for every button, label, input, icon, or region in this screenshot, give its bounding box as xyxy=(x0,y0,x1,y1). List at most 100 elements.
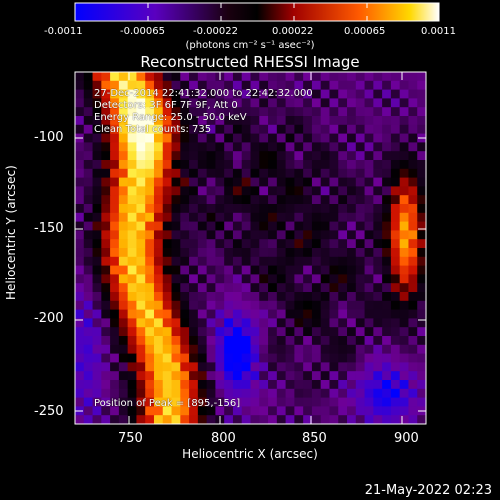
heatmap-pixel xyxy=(232,406,243,416)
heatmap-pixel xyxy=(311,89,322,99)
heatmap-pixel xyxy=(127,336,138,346)
heatmap-pixel xyxy=(320,239,331,249)
heatmap-pixel xyxy=(399,283,410,293)
heatmap-pixel xyxy=(250,212,260,223)
heatmap-pixel xyxy=(303,406,313,416)
heatmap-pixel xyxy=(189,388,199,399)
heatmap-pixel xyxy=(241,292,252,302)
heatmap-pixel xyxy=(162,186,173,196)
heatmap-pixel xyxy=(268,239,278,249)
heatmap-pixel xyxy=(206,204,217,214)
heatmap-pixel xyxy=(294,168,304,179)
heatmap-pixel xyxy=(206,80,217,91)
heatmap-pixel xyxy=(390,116,401,126)
heatmap-pixel xyxy=(110,406,120,416)
heatmap-pixel xyxy=(408,133,418,143)
heatmap-pixel xyxy=(189,221,199,231)
heatmap-pixel xyxy=(241,256,252,267)
heatmap-pixel xyxy=(399,380,410,390)
heatmap-pixel xyxy=(364,362,374,372)
heatmap-pixel xyxy=(303,248,313,258)
heatmap-pixel xyxy=(197,151,208,161)
heatmap-pixel xyxy=(276,353,287,363)
heatmap-pixel xyxy=(320,142,331,152)
heatmap-pixel xyxy=(145,177,155,187)
heatmap-pixel xyxy=(276,336,287,346)
heatmap-pixel xyxy=(268,388,278,399)
heatmap-pixel xyxy=(390,274,401,284)
heatmap-pixel xyxy=(241,160,252,170)
heatmap-pixel xyxy=(417,283,426,293)
heatmap-pixel xyxy=(136,397,146,407)
heatmap-pixel xyxy=(224,239,234,249)
heatmap-pixel xyxy=(206,309,217,319)
heatmap-pixel xyxy=(338,292,348,302)
heatmap-pixel xyxy=(417,327,426,337)
heatmap-pixel xyxy=(390,160,401,170)
heatmap-pixel xyxy=(294,195,304,205)
heatmap-pixel xyxy=(382,415,392,424)
heatmap-pixel xyxy=(92,98,102,108)
heatmap-pixel xyxy=(215,186,225,196)
heatmap-pixel xyxy=(118,168,129,179)
heatmap-pixel xyxy=(364,151,374,161)
heatmap-pixel xyxy=(408,72,418,82)
heatmap-pixel xyxy=(294,160,304,170)
heatmap-pixel xyxy=(118,230,129,240)
heatmap-pixel xyxy=(215,283,225,293)
axis-ticks xyxy=(75,72,426,424)
heatmap-pixel xyxy=(153,168,164,179)
heatmap-pixel xyxy=(75,124,85,135)
heatmap-pixel xyxy=(399,230,410,240)
heatmap-pixel xyxy=(311,142,322,152)
heatmap-pixel xyxy=(417,116,426,126)
heatmap-pixel xyxy=(153,309,164,319)
heatmap-pixel xyxy=(101,318,111,328)
heatmap-pixel xyxy=(118,212,129,223)
heatmap-pixel xyxy=(303,98,313,108)
heatmap-pixel xyxy=(364,177,374,187)
heatmap-pixel xyxy=(259,336,269,346)
heatmap-pixel xyxy=(355,98,366,108)
heatmap-pixel xyxy=(364,239,374,249)
heatmap-pixel xyxy=(118,151,129,161)
heatmap-pixel xyxy=(110,344,120,355)
heatmap-pixel xyxy=(390,168,401,179)
heatmap-pixel xyxy=(338,274,348,284)
heatmap-pixel xyxy=(162,292,173,302)
heatmap-pixel xyxy=(276,221,287,231)
heatmap-pixel xyxy=(347,336,357,346)
heatmap-pixel xyxy=(180,406,190,416)
heatmap-pixel xyxy=(101,89,111,99)
heatmap-pixel xyxy=(145,160,155,170)
heatmap-pixel xyxy=(171,133,181,143)
heatmap-pixel xyxy=(390,107,401,117)
heatmap-pixel xyxy=(127,98,138,108)
heatmap-pixel xyxy=(180,388,190,399)
heatmap-pixel xyxy=(92,160,102,170)
heatmap-pixel xyxy=(145,168,155,179)
heatmap-pixel xyxy=(232,344,243,355)
heatmap-pixel xyxy=(232,300,243,311)
heatmap-pixel xyxy=(417,380,426,390)
heatmap-pixel xyxy=(276,151,287,161)
heatmap-pixel xyxy=(338,362,348,372)
heatmap-pixel xyxy=(329,318,339,328)
heatmap-pixel xyxy=(75,336,85,346)
generation-timestamp: 21-May-2022 02:23 xyxy=(364,483,492,498)
heatmap-pixel xyxy=(189,80,199,91)
heatmap-pixel xyxy=(285,353,295,363)
heatmap-pixel xyxy=(373,362,383,372)
heatmap-pixel xyxy=(259,292,269,302)
heatmap-pixel xyxy=(197,89,208,99)
heatmap-pixel xyxy=(101,265,111,275)
heatmap-pixel xyxy=(311,388,322,399)
heatmap-pixel xyxy=(232,89,243,99)
heatmap-pixel xyxy=(311,300,322,311)
heatmap-pixel xyxy=(232,160,243,170)
heatmap-pixel xyxy=(162,362,173,372)
heatmap-pixel xyxy=(408,239,418,249)
heatmap-pixel xyxy=(118,133,129,143)
heatmap-pixel xyxy=(417,292,426,302)
heatmap-pixel xyxy=(241,80,252,91)
